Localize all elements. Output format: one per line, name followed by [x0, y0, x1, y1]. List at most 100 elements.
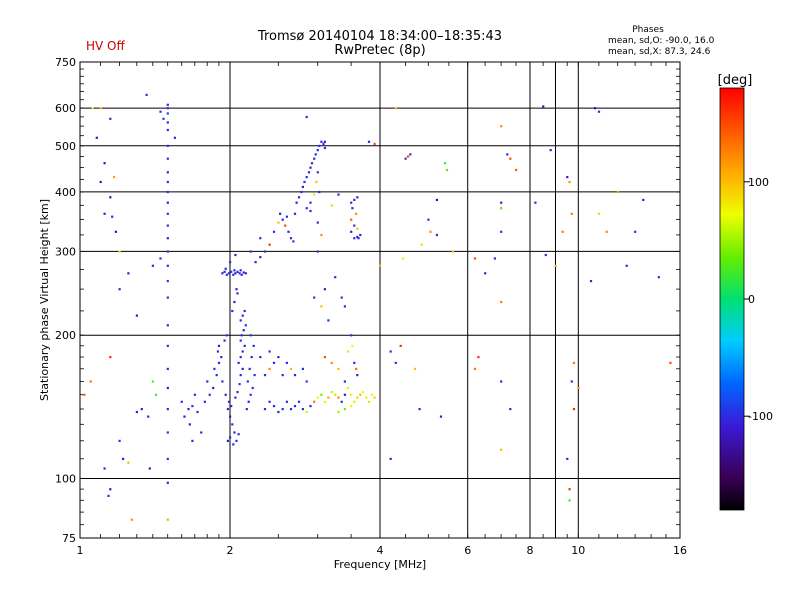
data-point [166, 296, 169, 299]
x-tick-label: 2 [227, 544, 234, 557]
data-point [272, 230, 276, 233]
data-point [281, 218, 284, 221]
colorbar-tick-label: 100 [748, 176, 769, 189]
data-point [337, 396, 340, 399]
colorbar: [deg] 100 0 -100 [718, 73, 773, 511]
data-point [166, 518, 169, 521]
data-point [477, 356, 480, 359]
data-point [229, 436, 232, 439]
data-point [235, 288, 238, 291]
data-point [327, 396, 330, 399]
data-point [166, 264, 169, 267]
data-point [239, 374, 242, 377]
data-point [413, 367, 417, 370]
data-point [305, 410, 308, 414]
data-point [223, 270, 226, 273]
data-point [355, 367, 358, 370]
data-point [243, 344, 246, 347]
data-point [166, 457, 169, 460]
data-point [151, 380, 154, 383]
data-point [566, 176, 569, 179]
data-point [356, 235, 359, 238]
data-point [216, 350, 219, 353]
data-point [233, 431, 236, 434]
data-point [109, 117, 112, 120]
data-point [340, 400, 343, 403]
data-point [297, 196, 301, 199]
data-point [418, 408, 421, 411]
data-point [140, 408, 143, 411]
data-point [145, 93, 148, 96]
data-point [236, 292, 239, 295]
data-point [217, 361, 221, 364]
data-point [127, 272, 130, 275]
data-point [227, 400, 231, 403]
data-point [224, 393, 227, 396]
data-point [240, 273, 243, 276]
data-point [250, 356, 253, 359]
hv-status: HV Off [86, 39, 125, 53]
data-point [221, 272, 224, 275]
x-tick-label: 16 [673, 544, 687, 557]
data-point [166, 128, 169, 132]
data-point [473, 367, 476, 370]
data-point [301, 367, 304, 370]
x-tick-label: 4 [377, 544, 384, 557]
data-point [445, 168, 449, 172]
data-point [118, 288, 121, 291]
data-point [330, 391, 333, 394]
data-point [365, 396, 368, 399]
x-axis-label: Frequency [MHz] [334, 558, 426, 571]
data-point [166, 112, 169, 115]
data-point [337, 193, 340, 196]
data-point [289, 408, 293, 411]
colorbar-ticks: 100 0 -100 [744, 176, 773, 423]
data-point [303, 180, 306, 184]
data-point [593, 107, 597, 110]
data-point [231, 309, 234, 313]
data-point [89, 380, 92, 383]
x-tick-label: 6 [464, 544, 471, 557]
data-point [249, 334, 252, 337]
data-point [318, 144, 321, 147]
data-point [162, 117, 165, 120]
y-tick-labels: 75 100 200 300 400 500 600 750 [55, 56, 76, 545]
data-point [509, 408, 512, 411]
data-point [589, 280, 593, 283]
data-point [279, 212, 282, 215]
colorbar-tick-label: -100 [748, 410, 773, 423]
data-point [500, 448, 503, 451]
data-point [305, 207, 308, 210]
data-point [350, 334, 353, 337]
data-point [196, 410, 199, 414]
data-point [406, 155, 410, 158]
data-point [353, 400, 356, 403]
x-tick-labels: 1 2 4 6 8 10 16 [77, 544, 688, 557]
data-point [320, 305, 323, 308]
data-point [243, 309, 246, 313]
data-point [272, 405, 276, 408]
data-point [223, 339, 226, 342]
data-point [229, 261, 232, 264]
data-point [351, 344, 354, 347]
data-point [435, 233, 438, 237]
data-point [506, 153, 509, 156]
data-point [231, 423, 234, 426]
data-point [103, 212, 106, 215]
data-point [240, 334, 243, 337]
data-point [625, 264, 628, 267]
data-point [166, 280, 169, 283]
data-point [355, 212, 358, 215]
data-point [435, 198, 438, 201]
data-point [188, 423, 191, 426]
data-point [166, 237, 169, 240]
phases-x-stats: mean, sd,X: 87.3, 24.6 [608, 47, 711, 57]
data-point [238, 272, 241, 275]
data-point [309, 209, 312, 213]
data-point [166, 212, 169, 215]
data-point [367, 400, 371, 403]
data-point [568, 499, 571, 502]
data-point [642, 198, 645, 201]
